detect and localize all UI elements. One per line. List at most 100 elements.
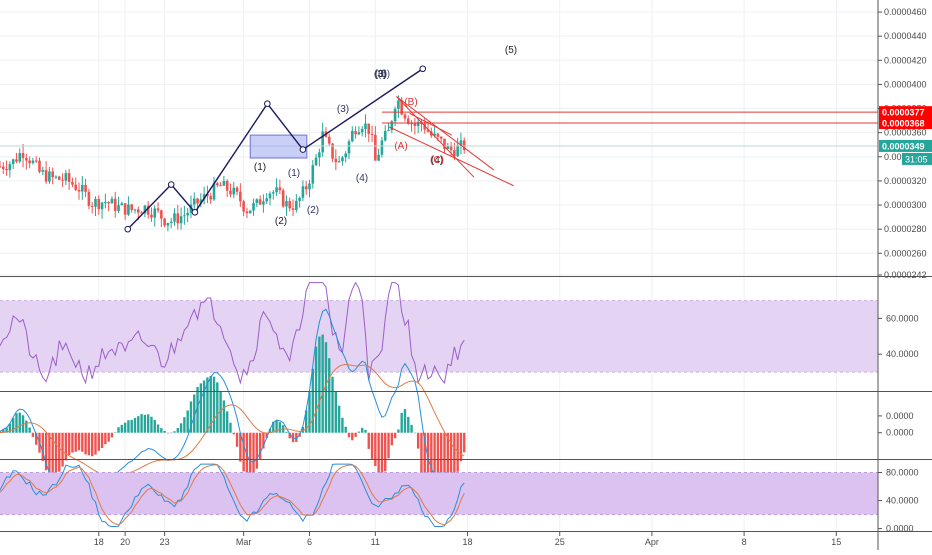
candle-body[interactable] (163, 218, 166, 226)
candle-body[interactable] (337, 161, 341, 163)
candle-body[interactable] (456, 145, 459, 157)
candle-body[interactable] (38, 160, 41, 172)
candle-body[interactable] (295, 200, 298, 210)
candle-body[interactable] (5, 168, 8, 171)
candle-body[interactable] (357, 132, 361, 135)
candle-body[interactable] (406, 118, 410, 124)
candle-body[interactable] (57, 176, 61, 180)
candle-body[interactable] (443, 138, 446, 149)
candle-body[interactable] (1, 166, 5, 169)
price-level-badge[interactable] (879, 117, 932, 130)
candle-body[interactable] (453, 150, 456, 157)
candle-body[interactable] (252, 203, 255, 211)
candle-body[interactable] (100, 202, 104, 210)
candle-body[interactable] (113, 198, 117, 211)
wave-anchor[interactable] (299, 146, 307, 153)
candle-body[interactable] (268, 193, 272, 199)
candle-body[interactable] (271, 192, 275, 194)
candle-body[interactable] (123, 203, 127, 215)
candle-body[interactable] (400, 100, 403, 115)
candle-body[interactable] (192, 198, 196, 205)
candle-body[interactable] (304, 186, 308, 190)
candle-body[interactable] (377, 154, 380, 161)
candle-body[interactable] (308, 183, 311, 190)
candle-body[interactable] (334, 158, 338, 163)
candle-body[interactable] (64, 173, 68, 181)
candle-body[interactable] (229, 190, 232, 195)
wave-anchor[interactable] (124, 225, 132, 233)
candle-body[interactable] (390, 121, 394, 131)
candle-body[interactable] (31, 160, 35, 164)
candle-body[interactable] (156, 208, 160, 211)
trend-line[interactable] (388, 126, 514, 187)
candle-body[interactable] (34, 160, 38, 162)
candle-body[interactable] (8, 164, 12, 171)
candle-body[interactable] (298, 197, 301, 201)
candle-body[interactable] (459, 140, 463, 146)
current-price-badge[interactable] (879, 139, 932, 152)
trend-line[interactable] (409, 112, 452, 136)
candle-body[interactable] (413, 123, 417, 127)
candle-body[interactable] (77, 189, 81, 192)
candle-body[interactable] (18, 152, 22, 162)
candle-body[interactable] (127, 204, 130, 215)
candle-body[interactable] (311, 165, 315, 184)
candle-body[interactable] (173, 213, 176, 222)
candle-body[interactable] (202, 194, 206, 200)
candle-body[interactable] (239, 191, 242, 202)
candle-body[interactable] (150, 214, 153, 218)
candle-body[interactable] (410, 123, 413, 125)
candle-body[interactable] (426, 129, 430, 132)
candle-body[interactable] (380, 140, 384, 155)
candle-body[interactable] (232, 187, 236, 195)
candle-body[interactable] (199, 199, 203, 204)
candle-body[interactable] (278, 187, 282, 191)
candle-body[interactable] (314, 157, 318, 166)
candle-body[interactable] (318, 152, 321, 158)
candle-body[interactable] (97, 198, 101, 210)
candle-body[interactable] (281, 190, 285, 207)
candle-body[interactable] (11, 159, 15, 165)
candle-body[interactable] (87, 191, 91, 206)
candle-body[interactable] (140, 212, 143, 214)
candle-body[interactable] (48, 171, 51, 182)
candle-body[interactable] (275, 187, 278, 193)
candle-body[interactable] (206, 194, 209, 197)
wave-anchor[interactable] (167, 181, 175, 188)
candle-body[interactable] (397, 100, 400, 109)
candle-body[interactable] (104, 202, 107, 204)
candle-body[interactable] (258, 199, 262, 205)
candle-body[interactable] (212, 183, 216, 200)
candle-body[interactable] (321, 131, 324, 153)
candle-body[interactable] (153, 208, 157, 218)
candle-body[interactable] (41, 170, 45, 172)
trend-line[interactable] (396, 96, 495, 171)
candle-body[interactable] (235, 187, 239, 192)
stoch-d-line[interactable] (0, 464, 465, 526)
candle-body[interactable] (117, 205, 120, 211)
candle-body[interactable] (21, 152, 25, 158)
candle-body[interactable] (374, 134, 377, 161)
candle-body[interactable] (15, 159, 18, 162)
candle-body[interactable] (176, 213, 180, 224)
candle-body[interactable] (130, 204, 133, 210)
candle-body[interactable] (370, 133, 374, 135)
candle-body[interactable] (301, 186, 305, 198)
candle-body[interactable] (74, 184, 78, 190)
candle-body[interactable] (84, 184, 87, 192)
candle-body[interactable] (393, 108, 397, 122)
support-zone[interactable] (249, 134, 308, 159)
candle-body[interactable] (265, 198, 268, 202)
stoch-k-line[interactable] (0, 463, 465, 527)
candle-body[interactable] (416, 121, 420, 127)
candle-body[interactable] (51, 171, 54, 178)
trend-line[interactable] (396, 96, 475, 178)
candle-body[interactable] (179, 216, 183, 224)
candle-body[interactable] (222, 180, 226, 186)
candle-body[interactable] (242, 201, 245, 212)
candle-body[interactable] (196, 198, 199, 204)
candle-body[interactable] (54, 176, 58, 178)
candle-body[interactable] (439, 136, 443, 139)
candle-body[interactable] (169, 221, 173, 223)
candle-body[interactable] (367, 123, 371, 134)
